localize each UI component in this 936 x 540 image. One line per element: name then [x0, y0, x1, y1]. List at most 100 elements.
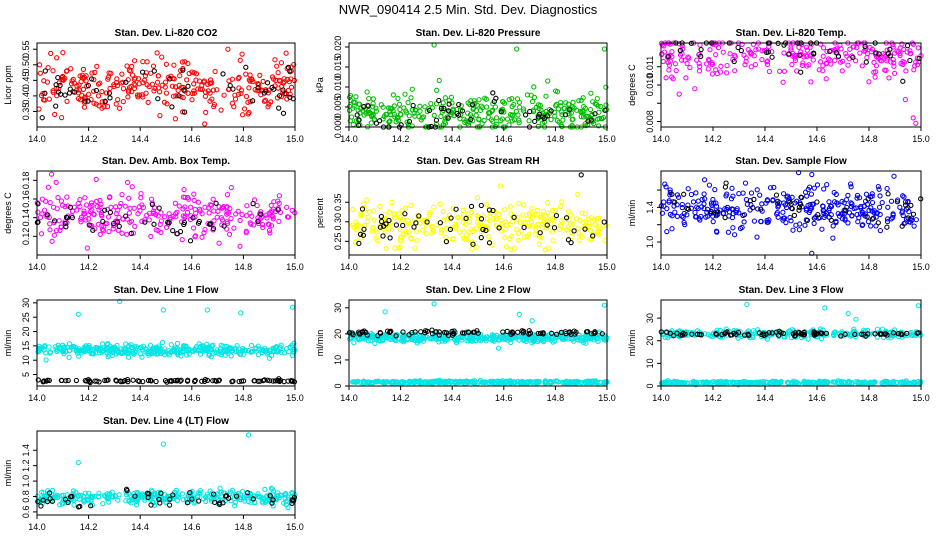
data-point [283, 204, 290, 210]
data-point [164, 101, 170, 107]
data-point [588, 90, 594, 96]
data-point [67, 86, 73, 92]
data-point [890, 330, 897, 336]
data-point [262, 486, 268, 493]
data-point [388, 328, 394, 334]
data-point [206, 210, 212, 216]
data-point [105, 377, 111, 383]
data-point [796, 329, 802, 336]
data-point [465, 100, 471, 106]
data-point [780, 79, 786, 85]
x-tick-label: 14.4 [131, 134, 149, 144]
data-point [354, 112, 360, 118]
data-point [915, 45, 921, 51]
data-point [102, 377, 108, 384]
data-point [291, 77, 298, 84]
data-point [73, 377, 80, 384]
data-point [37, 70, 43, 76]
data-point [40, 378, 47, 385]
x-tick-label: 14.8 [235, 262, 253, 272]
data-point [854, 192, 861, 199]
data-point [456, 101, 462, 108]
data-point [764, 61, 771, 68]
data-point [232, 499, 238, 506]
data-point [514, 96, 521, 102]
data-point [189, 97, 195, 103]
data-point [764, 58, 771, 64]
data-point [576, 237, 582, 243]
data-point [167, 496, 173, 502]
data-point [500, 99, 506, 105]
data-point [764, 217, 770, 224]
data-point [58, 198, 65, 204]
data-point [739, 224, 745, 231]
data-point [456, 112, 462, 118]
data-point [508, 233, 515, 239]
data-point [744, 301, 750, 308]
data-point [221, 92, 227, 98]
data-point [511, 214, 517, 221]
data-point [431, 204, 437, 210]
data-point [119, 71, 125, 77]
x-tick-label: 14.4 [756, 262, 774, 272]
data-point [520, 202, 527, 208]
data-point [690, 380, 696, 386]
data-point [104, 103, 111, 110]
y-tick-label: 0.015 [333, 56, 343, 79]
data-point [159, 54, 165, 60]
data-point [253, 348, 260, 354]
data-point [518, 228, 525, 234]
y-tick-label: 0.011 [645, 56, 655, 78]
data-point [181, 87, 187, 93]
data-point [504, 328, 510, 335]
y-tick-label: 0.6 [21, 506, 31, 519]
data-point [559, 109, 565, 115]
data-point [833, 50, 839, 56]
data-point [265, 221, 272, 227]
data-point [157, 221, 163, 228]
data-point [191, 88, 197, 94]
data-point [575, 225, 581, 231]
data-point [833, 219, 839, 226]
data-point [207, 488, 213, 494]
plot-frame [660, 299, 922, 387]
data-point [868, 223, 874, 229]
data-point [831, 379, 837, 385]
data-point [181, 221, 187, 228]
data-point [211, 499, 218, 506]
data-point [269, 213, 275, 219]
data-point [685, 206, 692, 212]
data-point [201, 343, 207, 350]
data-point [864, 54, 870, 61]
data-point [718, 63, 724, 69]
data-point [382, 228, 388, 235]
data-point [167, 214, 174, 221]
data-point [250, 200, 256, 207]
data-point [438, 227, 445, 233]
data-point [35, 377, 41, 383]
plot-frame [36, 42, 296, 128]
data-point [35, 498, 41, 505]
data-point [103, 90, 110, 96]
data-point [211, 103, 217, 110]
data-point [283, 498, 289, 505]
data-point [224, 211, 230, 217]
data-point [702, 196, 708, 202]
data-point [526, 328, 532, 334]
data-point [146, 217, 152, 223]
data-point [566, 330, 572, 336]
data-point [549, 207, 556, 214]
data-point [270, 503, 276, 509]
data-point [720, 210, 727, 216]
data-point [201, 78, 208, 84]
data-point [115, 96, 121, 103]
data-point [904, 330, 910, 337]
data-point [243, 71, 249, 77]
data-point [368, 120, 374, 126]
data-point [180, 109, 186, 115]
data-point [203, 498, 209, 505]
data-point [116, 223, 122, 229]
data-point [897, 204, 903, 210]
data-point [278, 60, 285, 66]
